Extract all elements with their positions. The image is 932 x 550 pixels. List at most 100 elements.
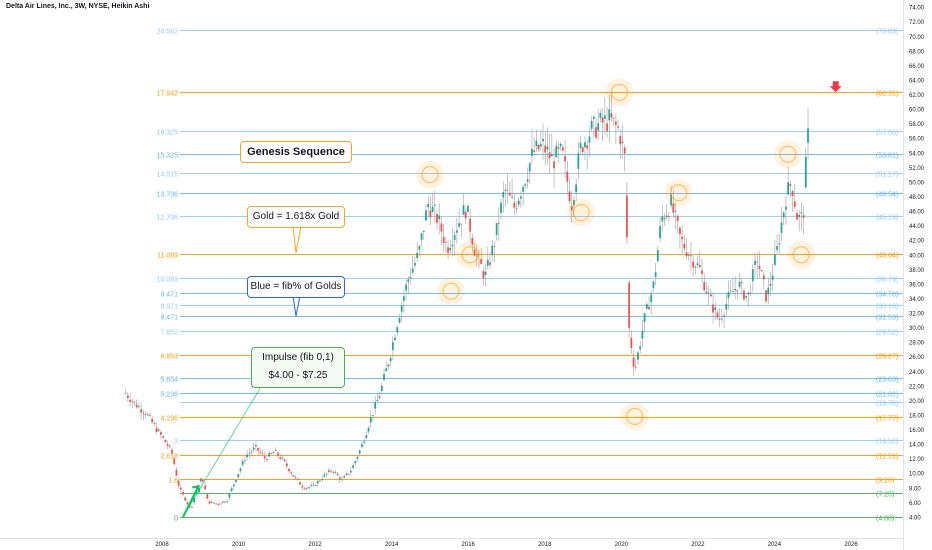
highlight-circle-glow	[620, 402, 649, 431]
candle-body	[628, 282, 631, 328]
candle-body	[575, 184, 578, 193]
fib-left-label: 10.089	[157, 277, 179, 284]
fib-right-label: (14.52)	[876, 439, 898, 446]
fib-left-label: 2.618	[160, 454, 178, 461]
candle-body	[480, 259, 483, 265]
candle-body	[239, 468, 242, 472]
fib-right-label: (40.04)	[876, 253, 898, 260]
fib-right-label: (7.25)	[876, 492, 894, 499]
candle-body	[776, 245, 778, 251]
candle-body	[436, 213, 438, 223]
fib-left-label: 12.706	[157, 215, 179, 222]
candle-body	[535, 140, 538, 147]
candle-body	[787, 182, 790, 195]
fib-left-label: 4.236	[160, 416, 178, 423]
fib-left-label: 9.471	[160, 292, 178, 299]
candle-body	[414, 262, 416, 266]
candle-body	[597, 123, 600, 131]
candle-body	[729, 290, 732, 292]
candle-body	[343, 476, 346, 478]
highlight-circles	[415, 78, 816, 431]
fib-right-label: (17.77)	[876, 416, 898, 423]
candle-body	[696, 263, 699, 266]
candle-body	[720, 318, 723, 320]
candle-body	[723, 315, 725, 318]
price-tick-label: 44.00	[909, 224, 925, 230]
candle-body	[259, 451, 262, 453]
candle-body	[217, 503, 220, 505]
fib-left-label: 5.236	[160, 392, 178, 399]
candle-body	[771, 275, 774, 280]
candle-body	[175, 469, 178, 476]
candle-body	[206, 494, 209, 499]
candle-body	[782, 212, 785, 218]
candle-body	[133, 401, 136, 403]
candle-body	[312, 484, 315, 486]
candle-body	[679, 227, 681, 235]
candle-body	[566, 171, 569, 182]
candle-body	[416, 252, 419, 258]
candle-body	[497, 223, 500, 225]
candle-body	[455, 230, 458, 233]
candle-body	[224, 501, 226, 503]
candle-body	[281, 457, 284, 459]
candle-body	[632, 357, 635, 367]
candle-body	[433, 204, 436, 206]
candle-body	[290, 472, 293, 474]
candle-body	[685, 252, 688, 257]
candle-body	[204, 485, 207, 490]
candle-body	[707, 292, 710, 294]
candle-body	[694, 266, 697, 268]
candle-body	[319, 480, 321, 482]
time-tick-label: 2022	[691, 542, 705, 548]
candle-body	[345, 473, 348, 476]
candle-body	[796, 213, 798, 220]
candle-body	[336, 473, 339, 476]
candle-body	[718, 318, 721, 320]
candle-body	[248, 452, 251, 454]
candle-body	[398, 317, 401, 323]
price-tick-label: 40.00	[909, 253, 925, 259]
highlight-circle	[792, 246, 810, 264]
highlight-circle	[442, 282, 460, 300]
candle-body	[526, 179, 529, 182]
fib-right-label: (36.79)	[876, 277, 898, 284]
candle-body	[444, 241, 447, 243]
price-tick-label: 50.00	[909, 180, 925, 186]
candle-body	[425, 210, 427, 221]
highlight-circle	[670, 184, 688, 202]
price-tick-label: 8.00	[909, 486, 921, 492]
candle-body	[486, 259, 489, 266]
fib-left-label: 1.6	[168, 478, 178, 485]
candle-body	[411, 268, 414, 273]
candle-body	[489, 262, 491, 265]
price-tick-label: 60.00	[909, 108, 925, 114]
candle-body	[389, 357, 392, 362]
candle-body	[341, 479, 343, 481]
candle-body	[493, 246, 496, 248]
candle-body	[793, 201, 796, 207]
candle-body	[321, 478, 324, 480]
candle-body	[676, 216, 679, 222]
candle-body	[171, 449, 173, 454]
candle-body	[190, 506, 193, 508]
candle-body	[241, 461, 244, 465]
candle-body	[160, 432, 162, 435]
fib-left-label: 0	[174, 516, 178, 523]
price-tick-label: 52.00	[909, 166, 925, 172]
candle-body	[305, 487, 308, 489]
candle-body	[773, 254, 776, 265]
candle-body	[577, 153, 580, 169]
price-tick-label: 16.00	[909, 428, 925, 434]
candle-body	[471, 237, 474, 245]
price-tick-label: 74.00	[909, 6, 925, 12]
blue-callout-pointer	[292, 295, 301, 317]
candle-body	[645, 304, 648, 309]
candle-body	[274, 449, 277, 452]
candle-body	[352, 465, 354, 469]
candle-body	[168, 445, 171, 447]
candle-body	[670, 194, 672, 206]
candle-body	[460, 223, 463, 225]
candle-body	[716, 312, 719, 318]
